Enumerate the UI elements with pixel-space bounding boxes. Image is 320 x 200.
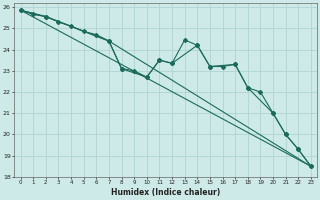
X-axis label: Humidex (Indice chaleur): Humidex (Indice chaleur) <box>111 188 220 197</box>
